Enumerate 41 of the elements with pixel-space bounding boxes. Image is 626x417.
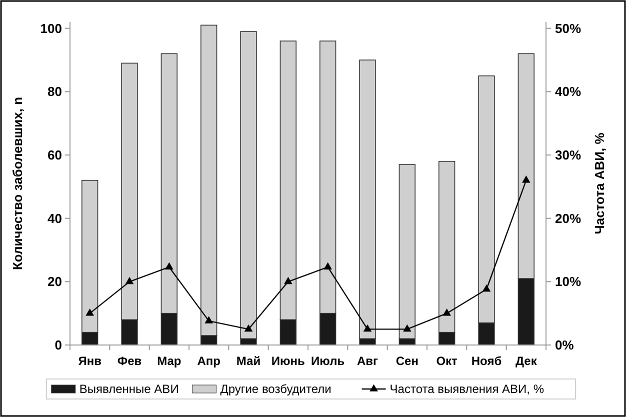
point <box>86 308 94 316</box>
point <box>125 276 134 284</box>
point <box>403 324 412 332</box>
x-tick-label: Фев <box>117 354 142 368</box>
point <box>284 276 292 284</box>
y-tick-label: 40 <box>48 210 62 226</box>
y2-tick-label: 30% <box>555 148 582 163</box>
y2-tick-label: 20% <box>555 210 582 226</box>
x-tick-label: Июль <box>311 354 345 368</box>
y2-tick-label: 10% <box>555 274 582 290</box>
x-tick-label: Сен <box>396 354 418 368</box>
x-tick-label: Июнь <box>271 354 305 368</box>
point <box>324 262 332 270</box>
y2-tick-label: 0% <box>555 338 574 353</box>
y2-tick-label: 40% <box>555 84 582 100</box>
y-tick-label: 60 <box>48 148 62 163</box>
x-tick-label: Нояб <box>471 354 502 368</box>
x-tick-label: Дек <box>515 354 538 368</box>
y-tick-label: 80 <box>48 84 62 100</box>
y-tick-label: 0 <box>54 338 62 353</box>
x-tick-label: Авг <box>356 354 378 368</box>
y2-axis-title: Частота АВИ, % <box>592 132 607 234</box>
legend-label: Частота выявления АВИ, % <box>390 382 544 396</box>
y-axis-title: Количество заболевших, n <box>10 96 25 270</box>
y-tick-label: 20 <box>48 274 62 290</box>
point <box>165 262 174 270</box>
y2-tick-label: 50% <box>555 20 582 36</box>
point <box>244 324 253 332</box>
point <box>522 176 530 183</box>
y-tick-label: 100 <box>40 20 62 36</box>
x-tick-label: Окт <box>436 354 458 368</box>
x-tick-label: Мар <box>157 354 182 368</box>
point <box>363 324 372 332</box>
legend-label: Другие возбудители <box>220 382 332 396</box>
x-tick-label: Апр <box>197 354 220 368</box>
point <box>204 316 213 324</box>
point <box>482 284 491 292</box>
x-tick-label: Янв <box>78 354 102 368</box>
legend-label: Выявленные АВИ <box>79 382 179 396</box>
x-tick-label: Май <box>236 354 261 368</box>
point <box>442 308 451 316</box>
